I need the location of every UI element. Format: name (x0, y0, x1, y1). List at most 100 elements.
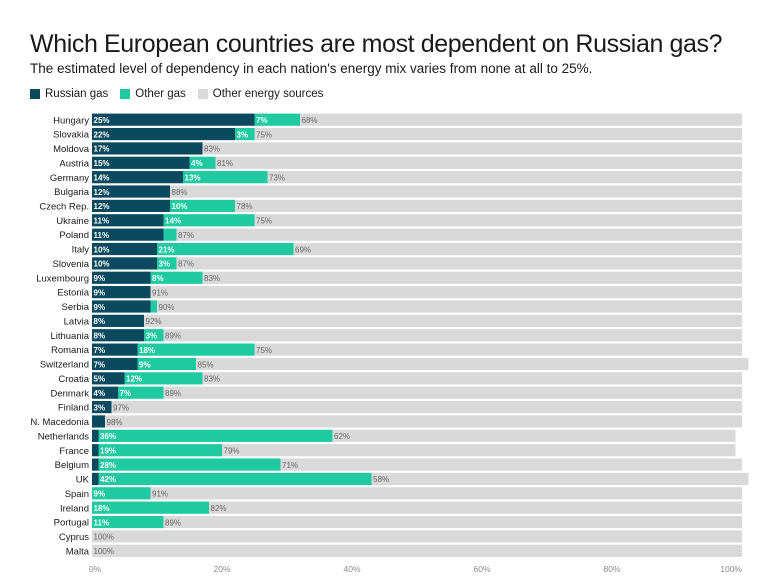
bar-russian-gas-romania (92, 343, 138, 356)
bar-other-sources-n-macedonia (105, 415, 742, 428)
bar-other-sources-latvia (144, 314, 742, 327)
bar-other-gas-luxembourg (150, 271, 203, 284)
legend: Russian gas Other gas Other energy sourc… (30, 88, 335, 100)
bar-other-sources-ireland (209, 501, 742, 514)
bar-other-sources-uk (371, 472, 749, 486)
bar-other-sources-moldova (202, 142, 742, 155)
category-label-portugal: Portugal (54, 518, 89, 529)
category-label-bulgaria: Bulgaria (54, 187, 90, 198)
category-label-uk: UK (76, 475, 90, 486)
data-label-russian-gas-poland: 11% (94, 231, 110, 240)
bar-russian-gas-croatia (92, 372, 125, 385)
bar-russian-gas-luxembourg (92, 271, 151, 284)
x-axis: 0% 20% 40% 60% 80% 100% (89, 564, 743, 574)
x-tick-label: 80% (603, 564, 620, 574)
bar-other-sources-poland (176, 228, 742, 241)
data-label-other-gas-romania: 18% (139, 346, 155, 355)
legend-label-russian-gas: Russian gas (45, 88, 109, 100)
bar-other-gas-hungary (254, 113, 300, 126)
category-label-france: France (59, 446, 89, 457)
bar-russian-gas-bulgaria (92, 185, 170, 198)
bar-russian-gas-slovenia (92, 257, 157, 270)
bar-other-sources-croatia (202, 372, 742, 385)
data-label-other-sources-belgium: 71% (282, 461, 298, 470)
data-label-other-sources-estonia: 91% (152, 288, 168, 297)
category-label-austria: Austria (59, 158, 89, 169)
data-label-russian-gas-lithuania: 8% (94, 332, 106, 341)
data-label-russian-gas-finland: 3% (94, 403, 106, 412)
data-label-other-sources-ukraine: 75% (256, 217, 272, 226)
bar-other-sources-lithuania (163, 329, 742, 342)
data-label-russian-gas-ukraine: 11% (94, 217, 110, 226)
data-label-other-gas-netherlands: 36% (100, 432, 116, 441)
data-label-other-sources-slovenia: 87% (178, 260, 194, 269)
chart-title: Which European countries are most depend… (30, 30, 723, 58)
bar-russian-gas-finland (92, 400, 112, 414)
bar-other-gas-switzerland (137, 357, 196, 371)
category-label-netherlands: Netherlands (38, 431, 89, 442)
bar-other-sources-czech-rep (235, 199, 742, 213)
data-label-other-sources-austria: 81% (217, 159, 233, 168)
data-label-other-sources-malta: 100% (94, 547, 114, 556)
data-label-other-sources-n-macedonia: 98% (107, 418, 123, 427)
data-label-other-gas-italy: 21% (159, 245, 175, 254)
bar-other-sources-malta (92, 544, 742, 557)
data-label-other-sources-switzerland: 85% (198, 360, 214, 369)
data-label-russian-gas-switzerland: 7% (94, 360, 106, 369)
bar-other-sources-portugal (163, 515, 742, 529)
data-label-other-sources-czech-rep: 78% (237, 202, 253, 211)
data-label-other-gas-slovakia: 3% (237, 130, 249, 139)
category-label-denmark: Denmark (50, 388, 89, 399)
bar-russian-gas-latvia (92, 314, 144, 327)
bar-other-gas-france (98, 444, 222, 457)
data-label-other-sources-poland: 87% (178, 231, 194, 240)
category-label-ireland: Ireland (60, 503, 89, 514)
data-label-russian-gas-luxembourg: 9% (94, 274, 106, 283)
bar-other-sources-italy (293, 242, 742, 256)
category-label-switzerland: Switzerland (40, 360, 89, 371)
bar-other-sources-denmark (163, 386, 742, 399)
bar-other-gas-spain (92, 487, 151, 500)
bar-russian-gas-italy (92, 242, 157, 256)
bar-russian-gas-lithuania (92, 329, 144, 342)
bar-other-gas-uk (98, 472, 372, 486)
bar-other-sources-austria (215, 156, 742, 169)
category-label-hungary: Hungary (53, 115, 89, 126)
data-label-other-gas-switzerland: 9% (139, 360, 151, 369)
data-label-russian-gas-bulgaria: 12% (94, 188, 110, 197)
bar-other-sources-cyprus (92, 530, 742, 543)
bar-other-gas-italy (157, 242, 294, 256)
category-label-croatia: Croatia (58, 374, 89, 385)
category-label-poland: Poland (59, 230, 89, 241)
data-label-other-gas-france: 19% (100, 446, 116, 455)
category-label-latvia: Latvia (64, 316, 90, 327)
bar-other-gas-ireland (92, 501, 209, 514)
data-label-other-gas-belgium: 28% (100, 461, 116, 470)
data-label-other-gas-slovenia: 3% (159, 260, 171, 269)
category-label-lithuania: Lithuania (50, 331, 89, 342)
data-label-other-sources-italy: 69% (295, 245, 311, 254)
bar-other-sources-serbia (157, 300, 742, 313)
bar-other-sources-switzerland (196, 357, 749, 371)
data-label-other-sources-denmark: 89% (165, 389, 181, 398)
data-label-other-sources-lithuania: 89% (165, 332, 181, 341)
category-label-czech-rep: Czech Rep. (39, 202, 89, 213)
bar-russian-gas-slovakia (92, 127, 235, 141)
data-label-other-gas-uk: 42% (100, 475, 116, 484)
bar-other-gas-poland (163, 228, 177, 241)
data-label-other-gas-luxembourg: 8% (152, 274, 164, 283)
data-label-other-sources-ireland: 82% (211, 504, 227, 513)
chart-subtitle: The estimated level of dependency in eac… (30, 61, 593, 76)
bar-russian-gas-belgium (92, 458, 99, 471)
legend-item-russian-gas: Russian gas (30, 88, 108, 100)
category-label-germany: Germany (50, 173, 89, 184)
bar-russian-gas-moldova (92, 142, 203, 155)
category-label-romania: Romania (51, 345, 90, 356)
bar-russian-gas-poland (92, 228, 164, 241)
data-label-other-gas-ireland: 18% (94, 504, 110, 513)
bar-russian-gas-uk (92, 472, 99, 486)
x-tick-label: 20% (213, 564, 230, 574)
data-label-russian-gas-latvia: 8% (94, 317, 106, 326)
bar-other-sources-estonia (150, 286, 742, 299)
